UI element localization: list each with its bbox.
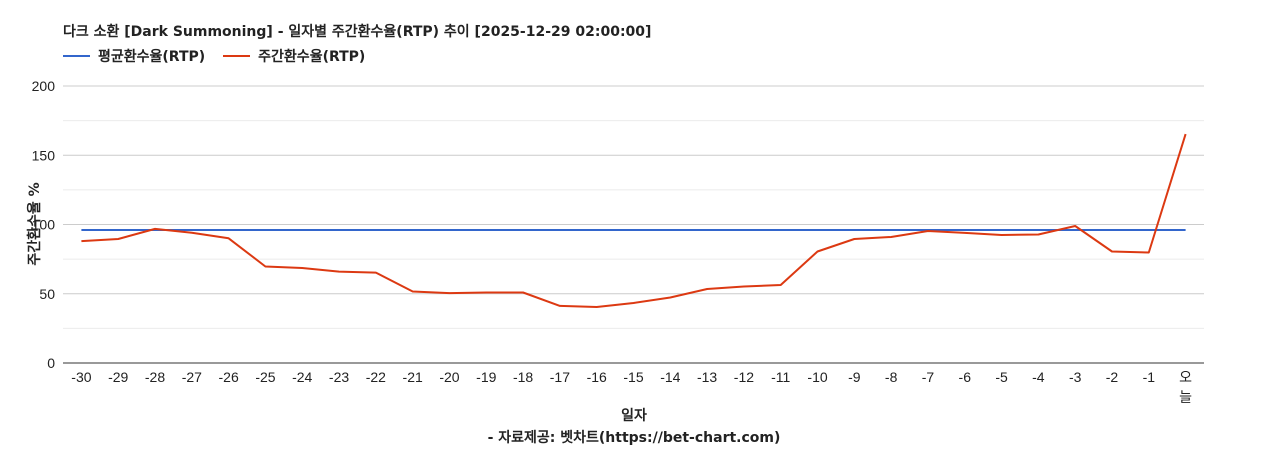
y-tick-label: 150 <box>32 147 56 163</box>
x-tick-label: -16 <box>587 369 607 385</box>
x-axis-title: 일자 <box>621 408 647 424</box>
x-tick-label: -28 <box>145 369 165 385</box>
x-tick-label: -15 <box>623 369 643 385</box>
series-lines <box>81 133 1187 308</box>
x-tick-label: -2 <box>1106 369 1119 385</box>
x-tick-label: -3 <box>1069 369 1082 385</box>
x-axis-ticks: -30 -29 -28 -27 -26 -25 -24 -23 -22 -21 -20 -19 -18 -… <box>71 369 1192 405</box>
y-tick-label: 100 <box>32 217 56 233</box>
x-tick-label: -22 <box>366 369 386 385</box>
x-tick-label: -13 <box>697 369 717 385</box>
y-tick-label: 50 <box>39 286 55 302</box>
x-tick-label: -1 <box>1143 369 1156 385</box>
x-tick-label: -20 <box>439 369 459 385</box>
x-tick-label: -8 <box>885 369 898 385</box>
legend-label: 평균환수율(RTP) <box>98 49 206 65</box>
chart-title: 다크 소환 [Dark Summoning] - 일자별 주간환수율(RTP) … <box>63 24 652 40</box>
x-tick-label: -25 <box>255 369 275 385</box>
x-tick-label: 오 <box>1179 369 1192 385</box>
legend-item-weekly[interactable]: 주간환수율(RTP) <box>223 46 365 66</box>
x-tick-label: -5 <box>995 369 1008 385</box>
x-tick-label: -4 <box>1032 369 1045 385</box>
y-tick-label: 0 <box>47 355 55 371</box>
gridlines <box>63 85 1204 364</box>
weekly-rtp-line[interactable] <box>81 133 1187 308</box>
data-credit: - 자료제공: 벳차트(https://bet-chart.com) <box>487 430 781 446</box>
x-tick-label: -9 <box>848 369 861 385</box>
x-tick-label: -29 <box>108 369 128 385</box>
legend-item-average[interactable]: 평균환수율(RTP) <box>63 46 205 66</box>
legend-swatch-red-icon <box>223 55 251 57</box>
y-axis-ticks: 0 50 100 150 200 <box>32 78 56 371</box>
x-tick-label: -18 <box>513 369 533 385</box>
x-tick-label: -17 <box>550 369 570 385</box>
x-tick-label: -7 <box>922 369 935 385</box>
x-tick-label: -23 <box>329 369 349 385</box>
x-tick-label: -14 <box>660 369 680 385</box>
x-tick-label: -24 <box>292 369 312 385</box>
x-tick-label: -26 <box>219 369 239 385</box>
x-tick-label: -6 <box>959 369 972 385</box>
y-tick-label: 200 <box>32 78 56 94</box>
x-tick-label: -30 <box>71 369 91 385</box>
x-tick-label: -10 <box>807 369 827 385</box>
x-tick-label: -12 <box>734 369 754 385</box>
x-tick-label: -11 <box>771 369 790 385</box>
x-tick-label: 늘 <box>1179 389 1192 405</box>
legend: 평균환수율(RTP) 주간환수율(RTP) <box>63 46 383 66</box>
x-tick-label: -21 <box>403 369 423 385</box>
x-tick-label: -27 <box>182 369 202 385</box>
legend-swatch-blue-icon <box>63 55 90 57</box>
x-tick-label: -19 <box>476 369 496 385</box>
legend-label: 주간환수율(RTP) <box>258 49 366 65</box>
